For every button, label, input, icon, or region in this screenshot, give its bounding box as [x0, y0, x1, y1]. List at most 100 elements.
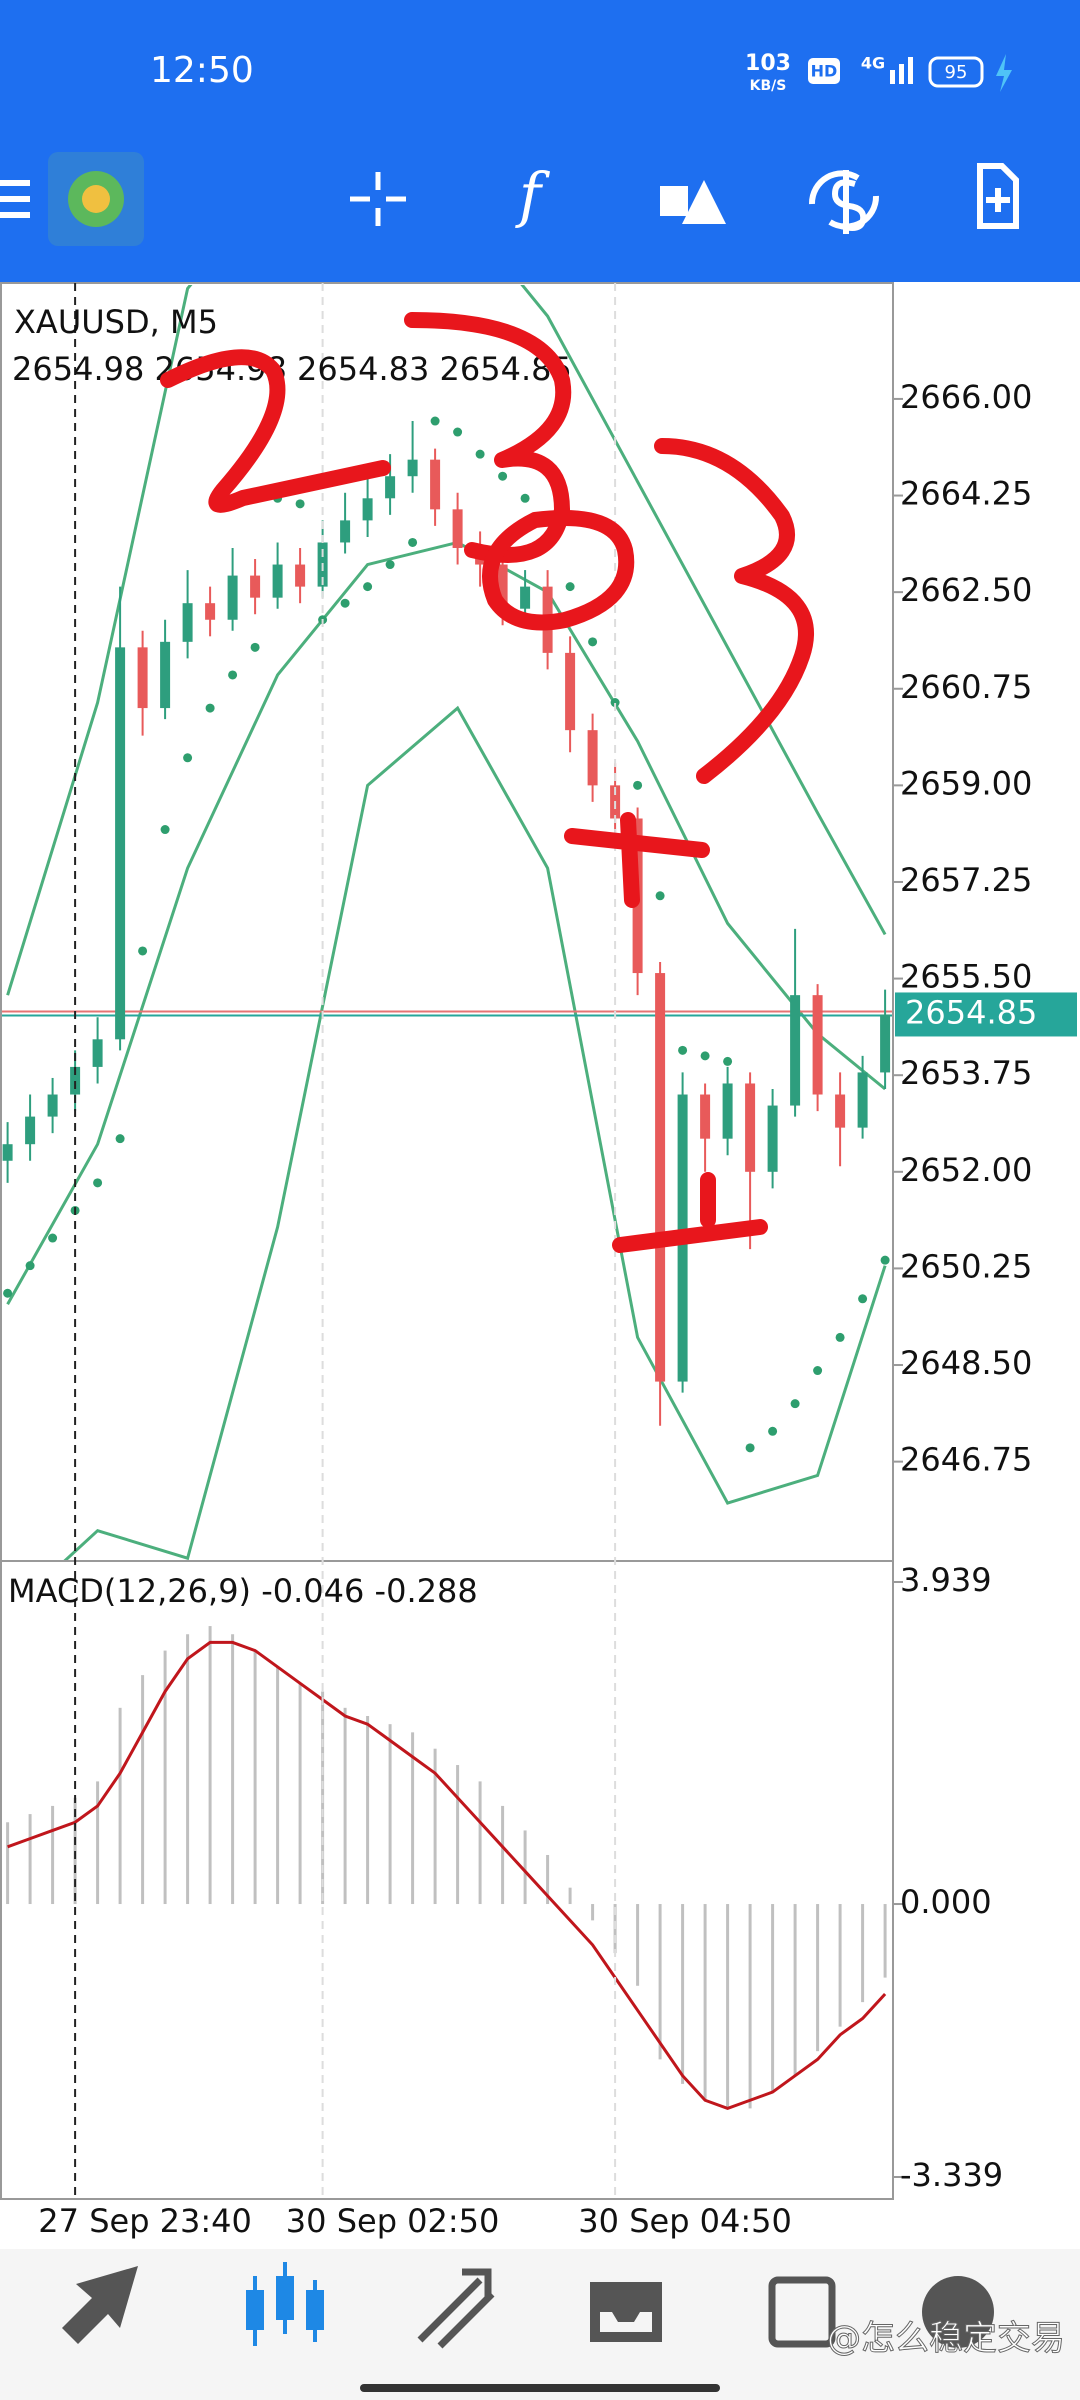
y-tick-label: 2653.75 [900, 1054, 1032, 1092]
candle-body [880, 1014, 891, 1073]
sar-dot [430, 416, 440, 426]
macd-bar [366, 1715, 370, 1905]
trade-icon[interactable] [808, 170, 880, 234]
sar-dot [48, 1233, 58, 1243]
x-tick-label: 27 Sep 23:40 [38, 2202, 252, 2240]
sar-dot [250, 642, 260, 652]
quotes-tab[interactable] [62, 2266, 138, 2344]
macd-bar [478, 1781, 482, 1905]
sar-dot [25, 1261, 35, 1271]
sar-dot [3, 1288, 13, 1298]
macd-bar [388, 1724, 392, 1905]
candle-body [70, 1066, 81, 1095]
candle-body [160, 641, 171, 709]
battery [928, 56, 984, 88]
news-tab[interactable] [768, 2276, 836, 2348]
macd-bar [793, 1904, 797, 2076]
sar-dot [610, 698, 620, 708]
macd-bar [748, 1904, 752, 2109]
sar-dot [363, 582, 373, 592]
candle-body [250, 575, 261, 598]
candle-body [430, 459, 441, 510]
macd-bar [253, 1650, 257, 1905]
sar-dot [340, 598, 350, 608]
crosshair-icon[interactable] [350, 172, 406, 226]
macd-tick-label: 0.000 [900, 1883, 992, 1921]
x-tick-label: 30 Sep 02:50 [286, 2202, 500, 2240]
history-tab[interactable] [590, 2282, 662, 2342]
candle-body [2, 1144, 13, 1161]
sar-dot [183, 753, 193, 763]
y-tick-label: 2646.75 [900, 1441, 1032, 1479]
macd-bar [411, 1732, 415, 1905]
sar-dot [228, 670, 238, 680]
macd-bar [6, 1822, 10, 1905]
sar-dot [813, 1366, 823, 1376]
sar-dot [160, 825, 170, 835]
top-bar [0, 0, 1080, 282]
objects-icon[interactable] [660, 180, 726, 224]
macd-bar [96, 1781, 100, 1905]
candle-body [520, 586, 531, 609]
macd-bar [163, 1650, 167, 1905]
candle-body [835, 1094, 846, 1128]
macd-bar [456, 1765, 460, 1905]
sar-dot [858, 1294, 868, 1304]
candle-body [857, 1072, 868, 1128]
macd-bar [703, 1904, 707, 2101]
trade-tab[interactable] [417, 2268, 495, 2349]
candle-body [182, 603, 193, 642]
sar-dot [655, 891, 665, 901]
sar-dot [115, 1134, 125, 1144]
sar-dot [633, 780, 643, 790]
chart-tab[interactable] [246, 2262, 324, 2346]
macd-bar [186, 1634, 190, 1905]
battery-level: 95 [945, 62, 968, 83]
macd-bar [816, 1904, 820, 2052]
net-speed: 103 [745, 51, 791, 76]
menu[interactable] [0, 180, 30, 218]
macd-bar [838, 1904, 842, 2027]
candle-body [407, 459, 418, 477]
new-order-icon[interactable] [977, 163, 1019, 229]
sar-dot [453, 427, 463, 437]
candle-body [272, 564, 283, 598]
candle-body [47, 1094, 58, 1117]
macd-bar [118, 1707, 122, 1905]
sar-dot [498, 471, 508, 481]
macd-bar [681, 1904, 685, 2084]
y-tick-label: 2666.00 [900, 378, 1032, 416]
y-tick-label: 2650.25 [900, 1247, 1032, 1285]
candle-body [362, 498, 373, 521]
macd-bar [343, 1707, 347, 1905]
candle-body [295, 564, 306, 587]
band-lower [63, 705, 887, 1560]
home-indicator [360, 2384, 720, 2392]
candle-body [25, 1116, 36, 1145]
macd-panel [0, 1560, 894, 2200]
candle-body [227, 575, 238, 620]
macd-bar [501, 1805, 505, 1905]
macd-bar [568, 1887, 572, 1905]
macd-tick-label: 3.939 [900, 1561, 992, 1599]
avatar[interactable] [922, 2276, 994, 2348]
candle-body [812, 995, 823, 1095]
candle-body [92, 1039, 103, 1067]
sar-dot [295, 499, 305, 509]
candle-body [452, 509, 463, 548]
band-upper [6, 285, 887, 996]
sar-dot [475, 449, 485, 459]
axes: 2666.00 2664.25 2662.50 2660.75 2659.00 2657.… [38, 283, 1077, 2240]
sar-dot [205, 703, 215, 713]
y-tick-label: 2659.00 [900, 764, 1032, 802]
macd-bar [208, 1626, 212, 1905]
candle-body [767, 1105, 778, 1172]
macd-bar [298, 1683, 302, 1905]
clock: 12:50 [150, 50, 254, 91]
sar-dot [93, 1178, 103, 1188]
sar-dot [723, 1056, 733, 1066]
sar-dot [565, 582, 575, 592]
candle-body [655, 973, 666, 1382]
